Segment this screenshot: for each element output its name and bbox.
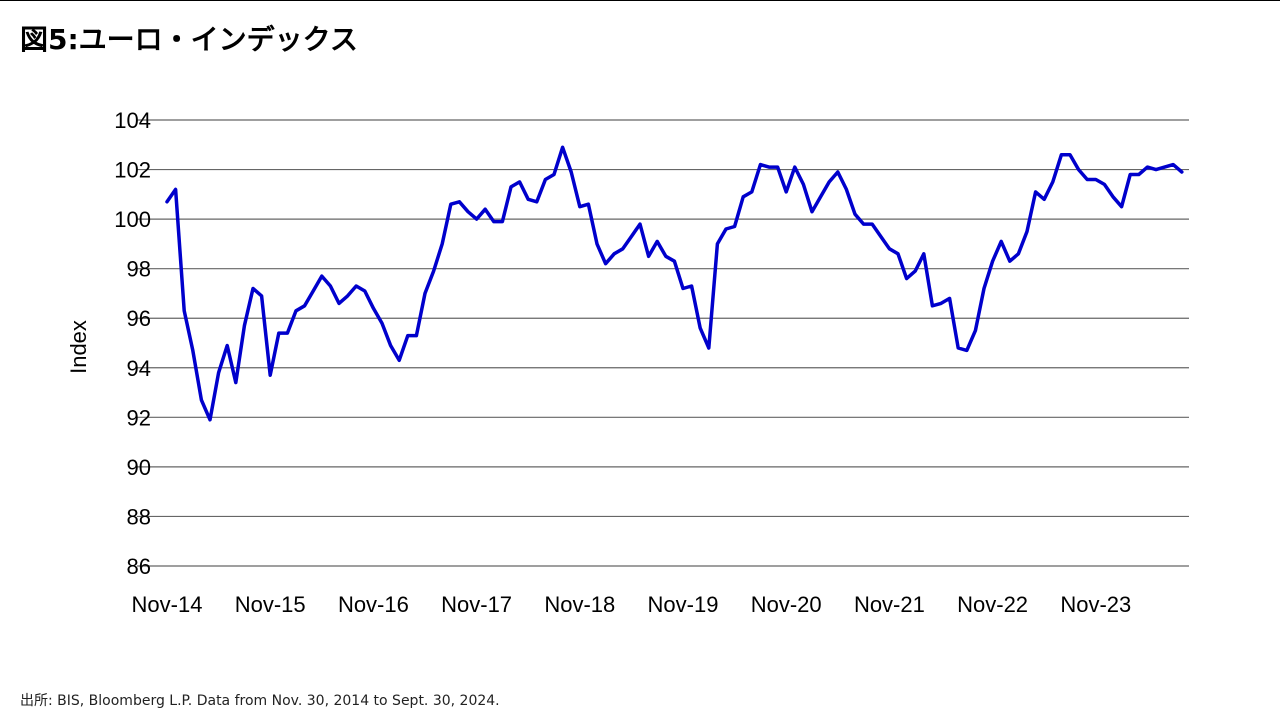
source-note: 出所: BIS, Bloomberg L.P. Data from Nov. 3…	[20, 693, 500, 709]
grid-lines	[137, 119, 1189, 567]
x-tick-label: Nov-21	[854, 592, 925, 617]
y-tick-label: 92	[127, 405, 151, 430]
y-tick-labels: 86 88 90 92 94 96 98 100 102 104	[114, 108, 151, 579]
x-tick-label: Nov-14	[132, 592, 203, 617]
y-tick-label: 94	[127, 356, 151, 381]
x-tick-label: Nov-17	[441, 592, 512, 617]
x-tick-label: Nov-22	[957, 592, 1028, 617]
top-rule	[0, 0, 1280, 1]
y-tick-label: 86	[127, 554, 151, 579]
x-tick-label: Nov-19	[648, 592, 719, 617]
y-tick-label: 98	[127, 257, 151, 282]
y-tick-label: 90	[127, 455, 151, 480]
x-tick-label: Nov-20	[751, 592, 822, 617]
x-tick-label: Nov-18	[544, 592, 615, 617]
y-axis-label: Index	[66, 320, 91, 374]
x-tick-labels: Nov-14 Nov-15 Nov-16 Nov-17 Nov-18 Nov-19 Nov-…	[132, 592, 1132, 617]
y-tick-label: 96	[127, 306, 151, 331]
euro-index-line	[165, 145, 1184, 422]
y-tick-label: 100	[114, 207, 151, 232]
page-title: 図5:ユーロ・インデックス	[20, 23, 358, 56]
y-tick-label: 88	[127, 504, 151, 529]
y-tick-label: 102	[114, 158, 151, 183]
x-tick-label: Nov-15	[235, 592, 306, 617]
x-tick-label: Nov-23	[1060, 592, 1131, 617]
y-tick-label: 104	[114, 108, 151, 133]
x-tick-label: Nov-16	[338, 592, 409, 617]
